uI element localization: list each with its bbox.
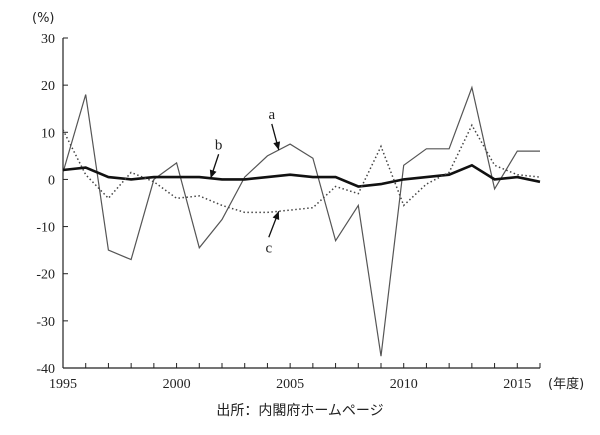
y-axis-unit-label: (%) [32,11,55,26]
x-tick-label: 2000 [163,377,191,392]
series-label-b: b [215,137,223,153]
x-tick-label: 2015 [503,377,531,392]
x-tick-label: 2010 [390,377,418,392]
series-line-b [62,163,541,188]
series-layer [62,85,541,357]
y-tick-label: 20 [41,79,55,94]
callout-arrowhead-b [209,169,217,179]
series-line-c [62,123,541,214]
source-note: 出所：内閣府ホームページ [216,403,384,419]
callout-arrowhead-a [273,141,281,150]
y-tick-label: -40 [36,362,55,377]
y-tick-label: 10 [41,126,55,141]
series-label-a: a [268,107,275,123]
series-label-c: c [265,240,272,256]
annotation-layer: a b c [209,107,281,256]
y-tick-label: 0 [48,173,55,188]
callout-arrowhead-c [272,211,280,220]
y-tick-label: 30 [41,32,55,47]
x-axis-unit-label: (年度) [548,376,584,392]
y-tick-label: -30 [36,315,55,330]
x-tick-label: 1995 [49,377,77,392]
series-line-a [62,85,540,357]
y-tick-label: -10 [36,221,55,236]
x-tick-label: 2005 [276,377,304,392]
y-tick-label: -20 [36,268,55,283]
